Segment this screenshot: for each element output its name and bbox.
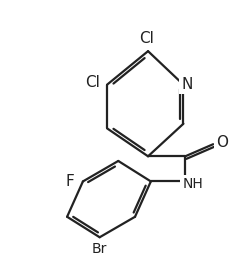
Text: Cl: Cl bbox=[139, 31, 154, 46]
Text: O: O bbox=[216, 135, 228, 150]
Text: F: F bbox=[66, 174, 74, 189]
Text: NH: NH bbox=[182, 177, 203, 191]
Text: Cl: Cl bbox=[85, 75, 100, 90]
Text: Br: Br bbox=[92, 242, 107, 256]
Text: N: N bbox=[181, 77, 193, 92]
